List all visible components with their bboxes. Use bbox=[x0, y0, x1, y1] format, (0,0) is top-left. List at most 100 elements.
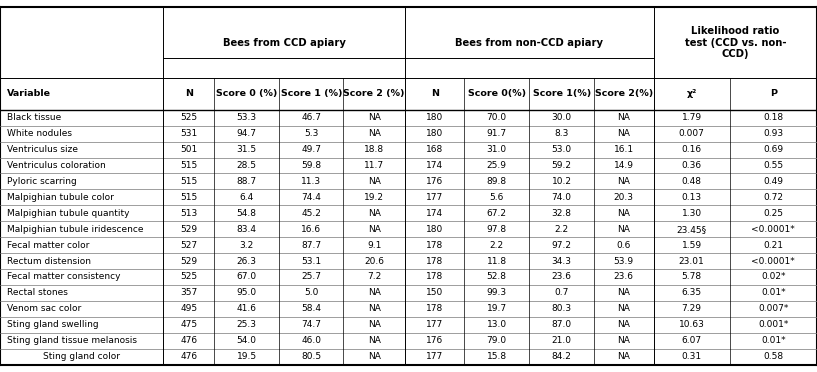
Text: 79.0: 79.0 bbox=[487, 336, 507, 345]
Text: Sting gland color: Sting gland color bbox=[43, 352, 120, 361]
Text: 0.007*: 0.007* bbox=[758, 304, 788, 313]
Text: 70.0: 70.0 bbox=[487, 113, 507, 122]
Text: 84.2: 84.2 bbox=[551, 352, 572, 361]
Text: NA: NA bbox=[368, 209, 381, 218]
Text: 525: 525 bbox=[181, 113, 197, 122]
Text: <0.0001*: <0.0001* bbox=[752, 257, 795, 266]
Text: Bees from non-CCD apiary: Bees from non-CCD apiary bbox=[455, 38, 604, 48]
Text: NA: NA bbox=[368, 129, 381, 138]
Text: 80.3: 80.3 bbox=[551, 304, 572, 313]
Text: 54.0: 54.0 bbox=[237, 336, 257, 345]
Text: 150: 150 bbox=[426, 288, 444, 297]
Text: NA: NA bbox=[618, 129, 630, 138]
Text: 6.07: 6.07 bbox=[681, 336, 702, 345]
Text: 52.8: 52.8 bbox=[487, 272, 507, 282]
Text: 11.7: 11.7 bbox=[364, 161, 384, 170]
Text: 18.8: 18.8 bbox=[364, 145, 384, 154]
Text: Ventriculus size: Ventriculus size bbox=[7, 145, 78, 154]
Text: 2.2: 2.2 bbox=[555, 225, 569, 234]
Text: 0.6: 0.6 bbox=[617, 241, 631, 250]
Text: Malpighian tubule iridescence: Malpighian tubule iridescence bbox=[7, 225, 143, 234]
Text: Fecal matter color: Fecal matter color bbox=[7, 241, 89, 250]
Text: 53.0: 53.0 bbox=[551, 145, 572, 154]
Text: 0.007: 0.007 bbox=[679, 129, 704, 138]
Text: 174: 174 bbox=[426, 161, 443, 170]
Text: 80.5: 80.5 bbox=[301, 352, 321, 361]
Text: 180: 180 bbox=[426, 129, 444, 138]
Text: 10.63: 10.63 bbox=[679, 320, 704, 329]
Text: 54.8: 54.8 bbox=[237, 209, 257, 218]
Text: Variable: Variable bbox=[7, 89, 51, 99]
Text: 94.7: 94.7 bbox=[237, 129, 257, 138]
Text: 177: 177 bbox=[426, 193, 444, 202]
Text: 87.7: 87.7 bbox=[301, 241, 321, 250]
Text: 53.3: 53.3 bbox=[237, 113, 257, 122]
Text: 0.48: 0.48 bbox=[681, 177, 702, 186]
Text: 0.13: 0.13 bbox=[681, 193, 702, 202]
Text: Sting gland swelling: Sting gland swelling bbox=[7, 320, 98, 329]
Text: 23.45§: 23.45§ bbox=[676, 225, 707, 234]
Text: 7.29: 7.29 bbox=[681, 304, 702, 313]
Text: 0.7: 0.7 bbox=[555, 288, 569, 297]
Text: 23.01: 23.01 bbox=[679, 257, 704, 266]
Text: 2.2: 2.2 bbox=[489, 241, 504, 250]
Text: 0.01*: 0.01* bbox=[761, 288, 786, 297]
Text: NA: NA bbox=[368, 336, 381, 345]
Text: 95.0: 95.0 bbox=[237, 288, 257, 297]
Text: 476: 476 bbox=[181, 336, 197, 345]
Text: NA: NA bbox=[368, 320, 381, 329]
Text: 177: 177 bbox=[426, 352, 444, 361]
Text: 67.0: 67.0 bbox=[237, 272, 257, 282]
Text: 26.3: 26.3 bbox=[237, 257, 257, 266]
Text: 0.31: 0.31 bbox=[681, 352, 702, 361]
Text: Score 0 (%): Score 0 (%) bbox=[216, 89, 278, 99]
Text: χ²: χ² bbox=[686, 89, 697, 99]
Text: 91.7: 91.7 bbox=[487, 129, 507, 138]
Text: Score 0(%): Score 0(%) bbox=[467, 89, 526, 99]
Text: 525: 525 bbox=[181, 272, 197, 282]
Text: 59.2: 59.2 bbox=[551, 161, 572, 170]
Text: 32.8: 32.8 bbox=[551, 209, 572, 218]
Text: 8.3: 8.3 bbox=[555, 129, 569, 138]
Text: 13.0: 13.0 bbox=[487, 320, 507, 329]
Text: 0.93: 0.93 bbox=[763, 129, 784, 138]
Text: Rectum distension: Rectum distension bbox=[7, 257, 91, 266]
Text: 74.7: 74.7 bbox=[301, 320, 321, 329]
Text: 74.4: 74.4 bbox=[301, 193, 321, 202]
Text: 0.58: 0.58 bbox=[763, 352, 784, 361]
Text: White nodules: White nodules bbox=[7, 129, 72, 138]
Text: 515: 515 bbox=[180, 193, 198, 202]
Text: NA: NA bbox=[368, 304, 381, 313]
Text: 16.1: 16.1 bbox=[614, 145, 634, 154]
Text: 0.01*: 0.01* bbox=[761, 336, 786, 345]
Text: 23.6: 23.6 bbox=[614, 272, 634, 282]
Text: Score 1(%): Score 1(%) bbox=[533, 89, 591, 99]
Text: 74.0: 74.0 bbox=[551, 193, 572, 202]
Text: 513: 513 bbox=[180, 209, 198, 218]
Text: <0.0001*: <0.0001* bbox=[752, 225, 795, 234]
Text: Black tissue: Black tissue bbox=[7, 113, 60, 122]
Text: 34.3: 34.3 bbox=[551, 257, 572, 266]
Text: Malpighian tubule quantity: Malpighian tubule quantity bbox=[7, 209, 129, 218]
Text: 83.4: 83.4 bbox=[237, 225, 257, 234]
Text: 176: 176 bbox=[426, 336, 444, 345]
Text: 1.59: 1.59 bbox=[681, 241, 702, 250]
Text: Rectal stones: Rectal stones bbox=[7, 288, 68, 297]
Text: 176: 176 bbox=[426, 177, 444, 186]
Text: Malpighian tubule color: Malpighian tubule color bbox=[7, 193, 114, 202]
Text: NA: NA bbox=[618, 352, 630, 361]
Text: 0.49: 0.49 bbox=[763, 177, 784, 186]
Text: 357: 357 bbox=[180, 288, 198, 297]
Text: 6.35: 6.35 bbox=[681, 288, 702, 297]
Text: 31.0: 31.0 bbox=[487, 145, 507, 154]
Text: 19.5: 19.5 bbox=[237, 352, 257, 361]
Text: Score 2 (%): Score 2 (%) bbox=[343, 89, 405, 99]
Text: NA: NA bbox=[368, 113, 381, 122]
Text: 178: 178 bbox=[426, 257, 444, 266]
Text: 6.4: 6.4 bbox=[239, 193, 254, 202]
Text: 174: 174 bbox=[426, 209, 443, 218]
Text: NA: NA bbox=[368, 177, 381, 186]
Text: 3.2: 3.2 bbox=[239, 241, 254, 250]
Text: 20.6: 20.6 bbox=[364, 257, 384, 266]
Text: 0.25: 0.25 bbox=[763, 209, 784, 218]
